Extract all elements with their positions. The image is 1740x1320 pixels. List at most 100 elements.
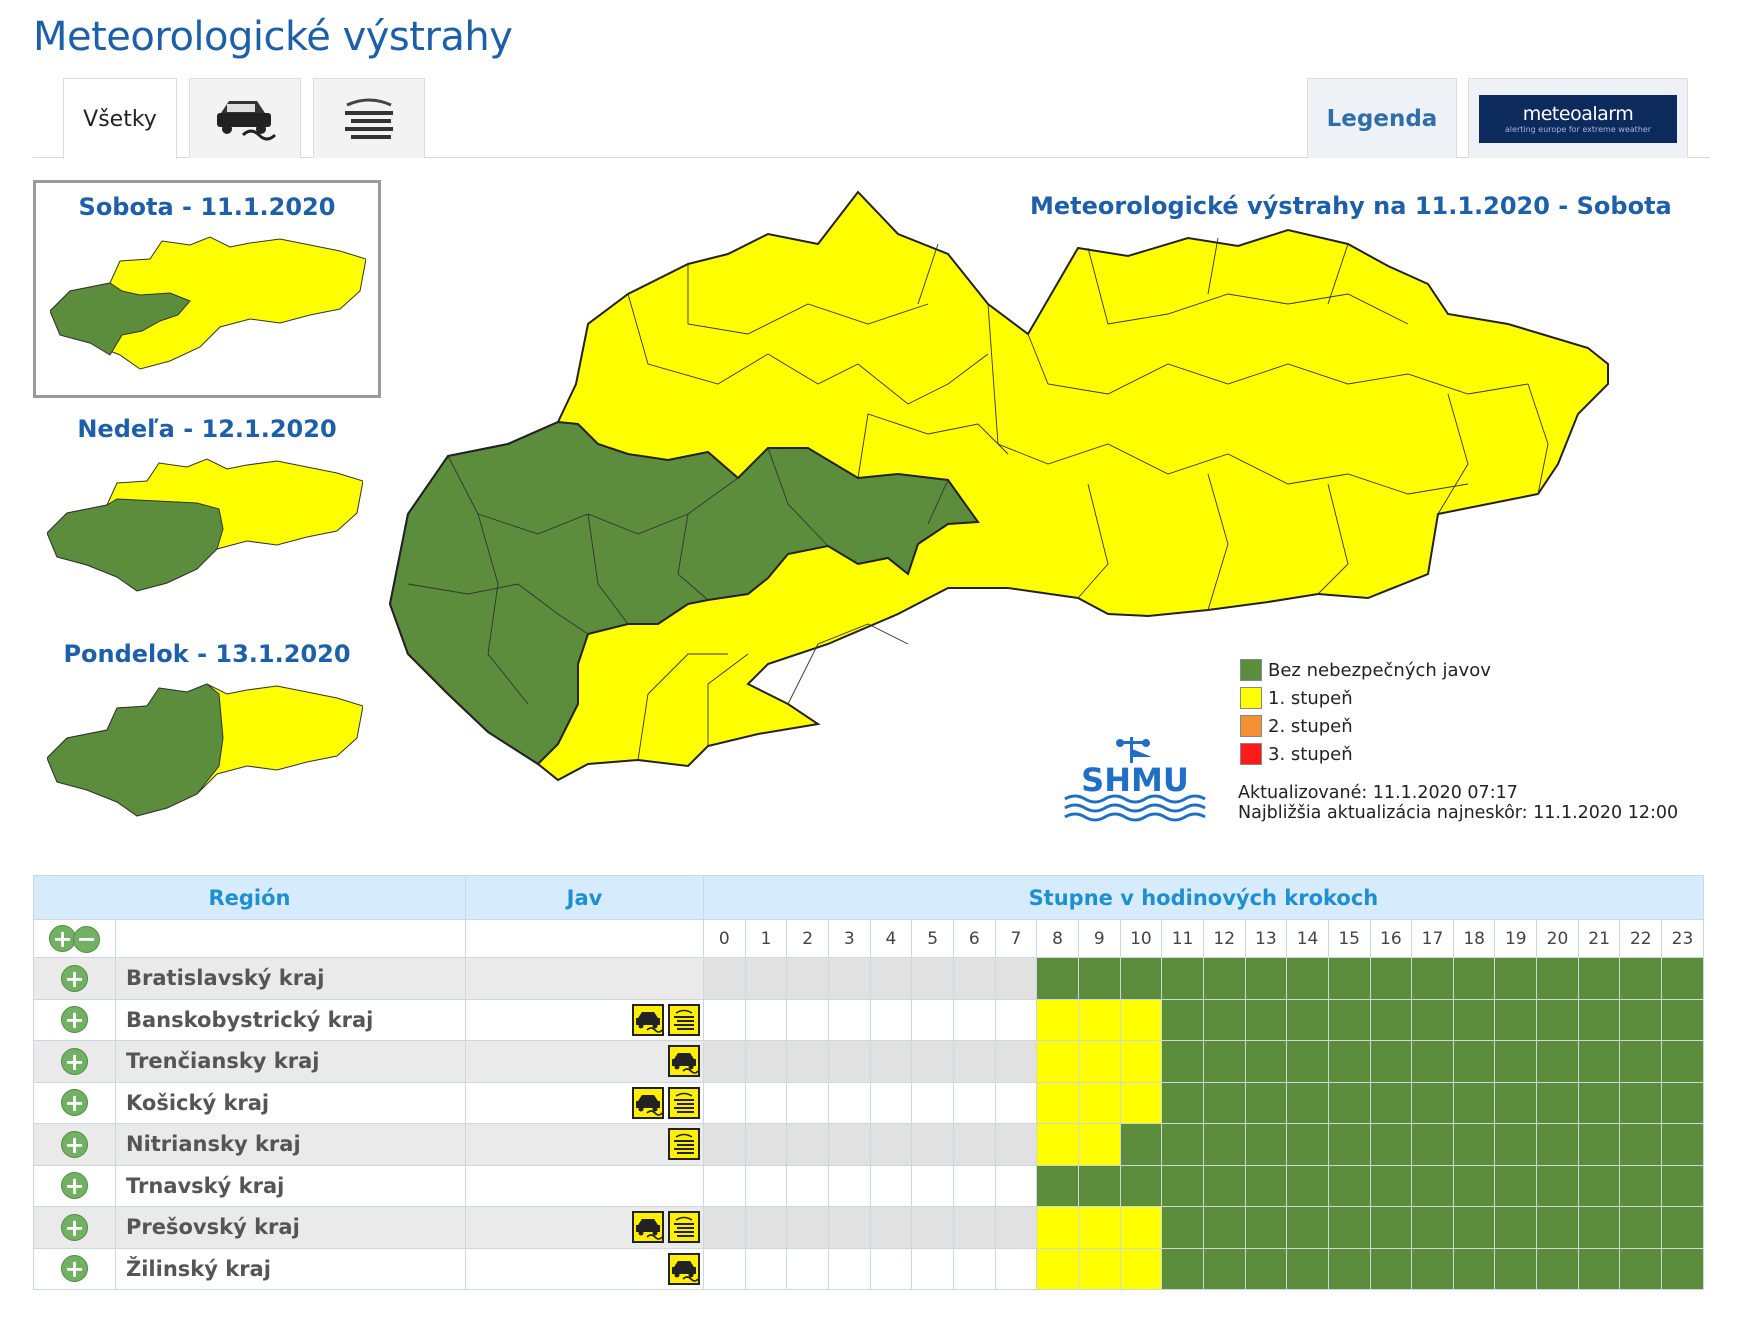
hour-cell	[952, 998, 996, 1041]
expand-cell: +	[33, 1040, 116, 1083]
traffic-warning-icon[interactable]	[668, 1045, 700, 1078]
hour-cell	[1536, 998, 1579, 1041]
hour-cell	[1119, 998, 1163, 1041]
hour-cell	[994, 1081, 1038, 1124]
hour-cell	[1452, 1123, 1496, 1166]
hour-cell	[1494, 957, 1538, 1000]
expand-region-button[interactable]: +	[61, 1213, 88, 1241]
day-thumbnail-monday[interactable]: Pondelok - 13.1.2020	[33, 630, 381, 848]
fog-warning-icon[interactable]	[668, 1128, 700, 1161]
legend-label: 1. stupeň	[1268, 687, 1353, 709]
day-thumbnail-saturday[interactable]: Sobota - 11.1.2020	[33, 180, 381, 398]
hour-label: 5	[911, 919, 954, 958]
hour-cell	[1452, 1164, 1496, 1207]
hour-cell	[1119, 1123, 1163, 1166]
expand-region-button[interactable]: +	[61, 964, 88, 992]
hour-cell	[869, 957, 913, 1000]
hour-cell	[869, 998, 913, 1041]
hour-cell	[1411, 1206, 1454, 1249]
empty-cell	[465, 919, 704, 958]
hour-cell	[1536, 1123, 1579, 1166]
shmu-logo: SHMU	[1064, 737, 1206, 822]
hour-cell	[1244, 1206, 1288, 1249]
meteoalarm-link[interactable]: meteoalarm alerting europe for extreme w…	[1468, 78, 1688, 158]
region-name[interactable]: Trenčiansky kraj	[115, 1040, 466, 1083]
hour-cell	[1202, 1247, 1246, 1290]
hour-cell	[869, 1040, 913, 1083]
region-name[interactable]: Prešovský kraj	[115, 1206, 466, 1249]
meteoalarm-tagline: alerting europe for extreme weather	[1504, 125, 1652, 134]
last-updated: Aktualizované: 11.1.2020 07:17	[1238, 783, 1518, 803]
day-thumbnail-sunday[interactable]: Nedeľa - 12.1.2020	[33, 405, 381, 623]
hour-label: 3	[827, 919, 871, 958]
tab-legend[interactable]: Legenda	[1307, 78, 1457, 158]
hour-cell	[1202, 1123, 1246, 1166]
expand-region-button[interactable]: +	[61, 1006, 88, 1034]
hour-cell	[952, 957, 996, 1000]
hour-cell	[911, 1123, 954, 1166]
hour-cell	[1202, 1206, 1246, 1249]
expand-cell: +	[33, 957, 116, 1000]
slovakia-warning-map[interactable]	[388, 184, 1678, 834]
hour-cell	[827, 1040, 871, 1083]
expand-region-button[interactable]: +	[61, 1047, 88, 1075]
hour-label: 18	[1452, 919, 1496, 958]
traffic-warning-icon[interactable]	[668, 1252, 700, 1285]
hour-cell	[994, 1206, 1038, 1249]
legend-item: Bez nebezpečných javov	[1240, 656, 1491, 684]
traffic-warning-icon[interactable]	[632, 1086, 664, 1119]
region-name[interactable]: Žilinský kraj	[115, 1247, 466, 1290]
hour-label: 15	[1327, 919, 1371, 958]
region-name[interactable]: Bratislavský kraj	[115, 957, 466, 1000]
next-update: Najbližšia aktualizácia najneskôr: 11.1.…	[1238, 803, 1679, 823]
fog-warning-icon[interactable]	[668, 1086, 700, 1119]
expand-all-button[interactable]: +	[49, 924, 76, 952]
hour-cell	[744, 1040, 788, 1083]
collapse-all-button[interactable]: −	[73, 925, 100, 953]
hour-cell	[1244, 998, 1288, 1041]
hour-cell	[1619, 1040, 1663, 1083]
legend-swatch	[1240, 687, 1262, 709]
hour-cell	[1411, 1247, 1454, 1290]
hour-cell	[1494, 1164, 1538, 1207]
region-name[interactable]: Trnavský kraj	[115, 1164, 466, 1207]
hour-cell	[1452, 1040, 1496, 1083]
hour-cell	[1661, 1040, 1704, 1083]
meteoalarm-wordmark: meteoalarm	[1522, 103, 1634, 125]
expand-region-button[interactable]: +	[61, 1172, 88, 1200]
hour-cell	[911, 1247, 954, 1290]
region-name[interactable]: Banskobystrický kraj	[115, 998, 466, 1041]
fog-warning-icon[interactable]	[668, 1211, 700, 1244]
traffic-warning-icon[interactable]	[632, 1211, 664, 1244]
hour-cell	[1286, 957, 1329, 1000]
hour-cell	[911, 1081, 954, 1124]
tab-fog[interactable]	[313, 78, 425, 158]
region-name[interactable]: Košický kraj	[115, 1081, 466, 1124]
hour-cell	[994, 1040, 1038, 1083]
hour-cell	[1077, 1040, 1121, 1083]
hour-cell	[952, 1206, 996, 1249]
legend-label: Bez nebezpečných javov	[1268, 659, 1491, 681]
tab-all[interactable]: Všetky	[63, 78, 177, 159]
hour-cell	[744, 1206, 788, 1249]
hour-cell	[1536, 957, 1579, 1000]
hour-cell	[994, 957, 1038, 1000]
hour-label: 13	[1244, 919, 1288, 958]
expand-region-button[interactable]: +	[61, 1089, 88, 1117]
hour-cell	[1119, 1040, 1163, 1083]
table-row: + Banskobystrický kraj	[33, 998, 1704, 1041]
hour-cell	[1452, 998, 1496, 1041]
thumbnail-map	[47, 458, 363, 592]
expand-region-button[interactable]: +	[61, 1130, 88, 1158]
hour-cell	[744, 1081, 788, 1124]
expand-region-button[interactable]: +	[61, 1255, 88, 1283]
hour-cell	[1577, 1040, 1621, 1083]
fog-warning-icon[interactable]	[668, 1003, 700, 1036]
hour-cell	[911, 1040, 954, 1083]
day-thumbnail-title: Nedeľa - 12.1.2020	[77, 415, 337, 443]
tab-traffic[interactable]	[189, 78, 301, 158]
region-name[interactable]: Nitriansky kraj	[115, 1123, 466, 1166]
traffic-warning-icon[interactable]	[632, 1003, 664, 1036]
thumbnail-map	[50, 236, 366, 370]
legend-item: 2. stupeň	[1240, 712, 1491, 740]
